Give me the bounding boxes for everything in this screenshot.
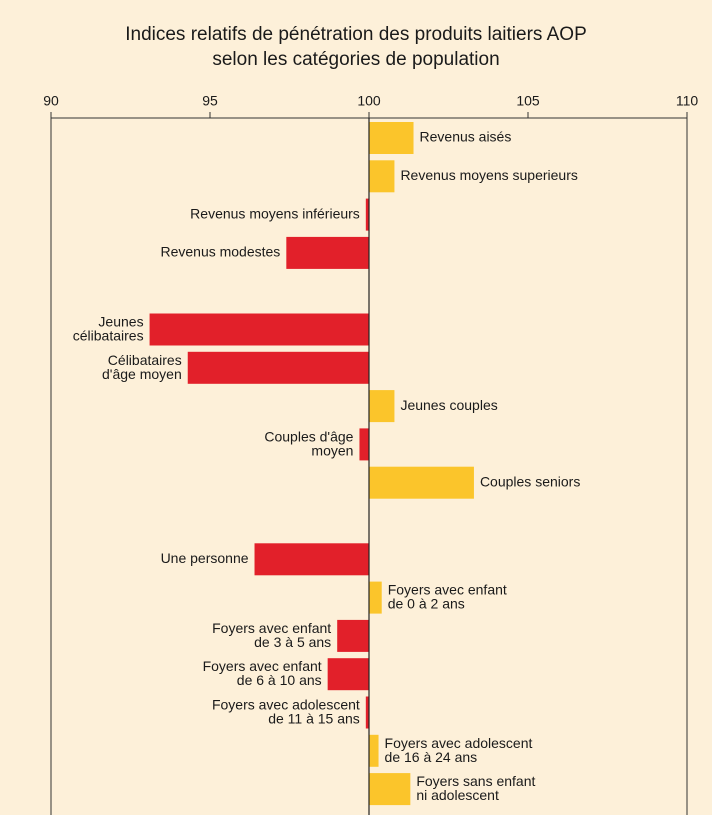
bar [369, 581, 382, 614]
bar [369, 160, 395, 193]
bar-label: Foyers avec enfant de 0 à 2 ans [388, 581, 507, 611]
bar [369, 122, 414, 154]
bar-label: Jeunes célibataires [73, 313, 144, 343]
bar-label: Revenus modestes [160, 244, 280, 260]
bar [369, 390, 395, 423]
bar [286, 236, 369, 269]
chart-title: Indices relatifs de pénétration des prod… [125, 24, 587, 70]
x-tick-label: 90 [43, 93, 59, 109]
bar-label: Couples seniors [480, 473, 580, 489]
bar-label: Foyers avec adolescent de 16 à 24 ans [385, 735, 533, 765]
bar [187, 351, 369, 384]
bar [369, 773, 411, 806]
bar-label: Une personne [161, 550, 249, 566]
x-tick-label: 95 [202, 93, 218, 109]
bar-label: Célibataires d'âge moyen [102, 352, 182, 382]
bar-label: Foyers avec enfant de 6 à 10 ans [203, 658, 322, 688]
bar [359, 428, 369, 461]
x-tick-label: 110 [676, 93, 699, 109]
bar-label: Foyers sans enfant ni adolescent [416, 773, 535, 803]
bar [327, 658, 369, 691]
bar-label: Jeunes couples [400, 397, 497, 413]
bar-label: Revenus aisés [420, 129, 512, 145]
x-tick-label: 105 [516, 93, 540, 109]
bar-label: Foyers avec enfant de 3 à 5 ans [212, 620, 331, 650]
bar [149, 313, 369, 346]
x-tick-label: 100 [357, 93, 381, 109]
bar-label: Revenus moyens inférieurs [190, 205, 360, 221]
bar [337, 619, 369, 652]
bar [365, 696, 369, 729]
bar [369, 734, 379, 767]
bar [254, 543, 369, 576]
bar-label: Couples d'âge moyen [264, 428, 353, 458]
bar [365, 198, 369, 231]
bar-label: Revenus moyens superieurs [400, 167, 577, 183]
bar [369, 466, 474, 499]
bar-label: Foyers avec adolescent de 11 à 15 ans [212, 696, 360, 726]
